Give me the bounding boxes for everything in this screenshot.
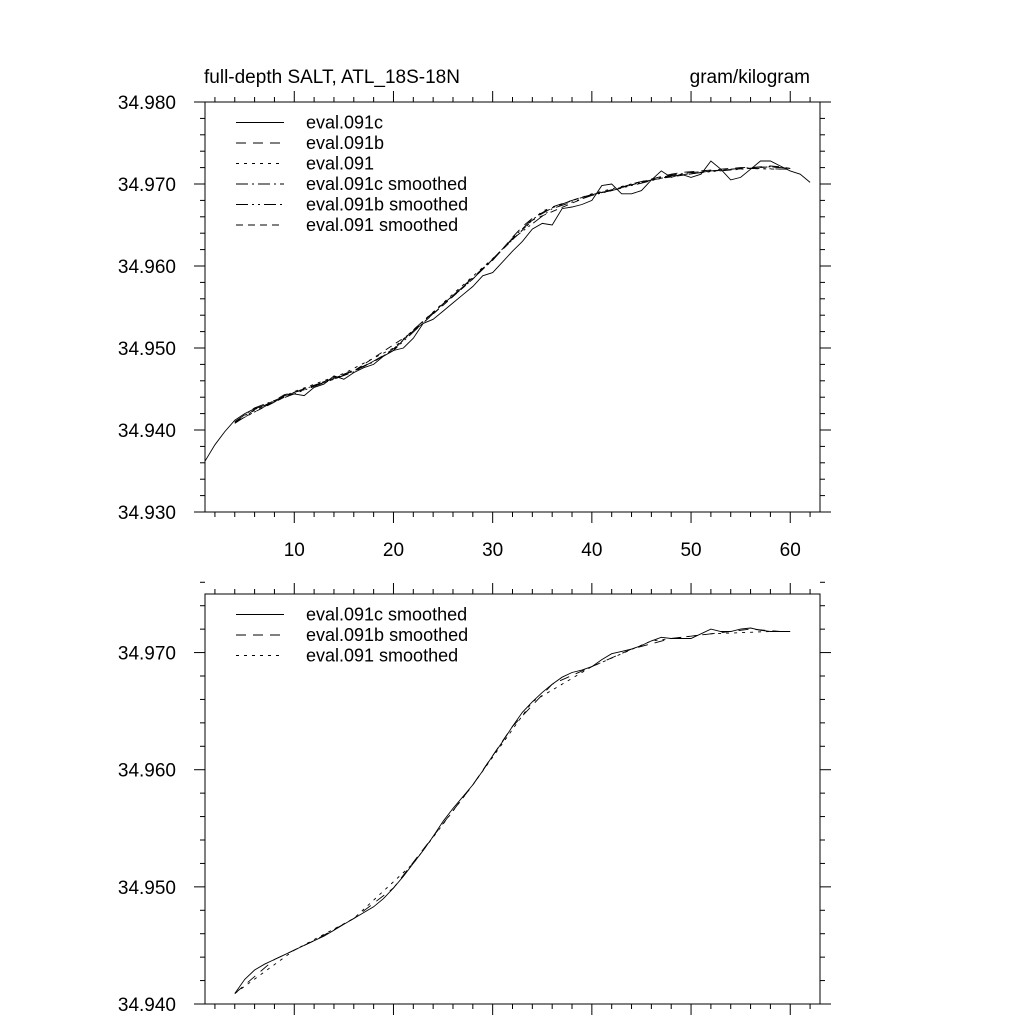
legend-label: eval.091 — [306, 154, 374, 174]
bottom-panel: 34.940 34.950 34.960 34.970 eval.091c smooth… — [118, 581, 831, 1016]
y-tick-label: 34.940 — [118, 421, 176, 442]
series-line-eval-091c — [204, 160, 811, 462]
top-panel: 34.930 34.940 34.950 34.960 34.970 34.980 10 20… — [118, 67, 831, 561]
y-tick-label: 34.950 — [118, 878, 176, 899]
legend-label: eval.091b smoothed — [306, 195, 468, 215]
series-line-eval-091c-smoothed — [234, 627, 791, 994]
y-tick-label: 34.980 — [118, 93, 176, 114]
chart-title: full-depth SALT, ATL_18S-18N — [204, 67, 460, 88]
legend-label: eval.091b — [306, 133, 384, 153]
series-line-eval-091-smoothed — [234, 631, 771, 994]
x-tick-label: 60 — [780, 540, 801, 561]
legend-label: eval.091c — [306, 113, 383, 133]
series-line-eval-091-smoothed — [234, 166, 791, 423]
x-tick-label: 10 — [284, 540, 305, 561]
x-tick-label: 40 — [581, 540, 602, 561]
units-label: gram/kilogram — [690, 67, 810, 88]
y-tick-label: 34.970 — [118, 175, 176, 196]
y-tick-label: 34.960 — [118, 257, 176, 278]
plot-frame — [204, 593, 821, 1005]
legend-label: eval.091c smoothed — [306, 605, 467, 625]
series-line-eval-091b-smoothed — [234, 628, 781, 994]
x-tick-label: 30 — [482, 540, 503, 561]
y-tick-label: 34.930 — [118, 503, 176, 524]
series-line-eval-091c-smoothed — [234, 166, 791, 423]
legend-label: eval.091c smoothed — [306, 174, 467, 194]
legend-label: eval.091b smoothed — [306, 625, 468, 645]
legend-label: eval.091 smoothed — [306, 646, 458, 666]
y-tick-label: 34.940 — [118, 995, 176, 1016]
y-tick-label: 34.970 — [118, 644, 176, 665]
y-tick-label: 34.950 — [118, 339, 176, 360]
y-tick-label: 34.960 — [118, 761, 176, 782]
x-tick-label: 20 — [383, 540, 404, 561]
series-line-eval-091 — [244, 167, 781, 416]
legend-label: eval.091 smoothed — [306, 215, 458, 235]
series-line-eval-091b-smoothed — [234, 167, 791, 423]
x-tick-label: 50 — [680, 540, 701, 561]
plot-frame — [204, 101, 821, 513]
